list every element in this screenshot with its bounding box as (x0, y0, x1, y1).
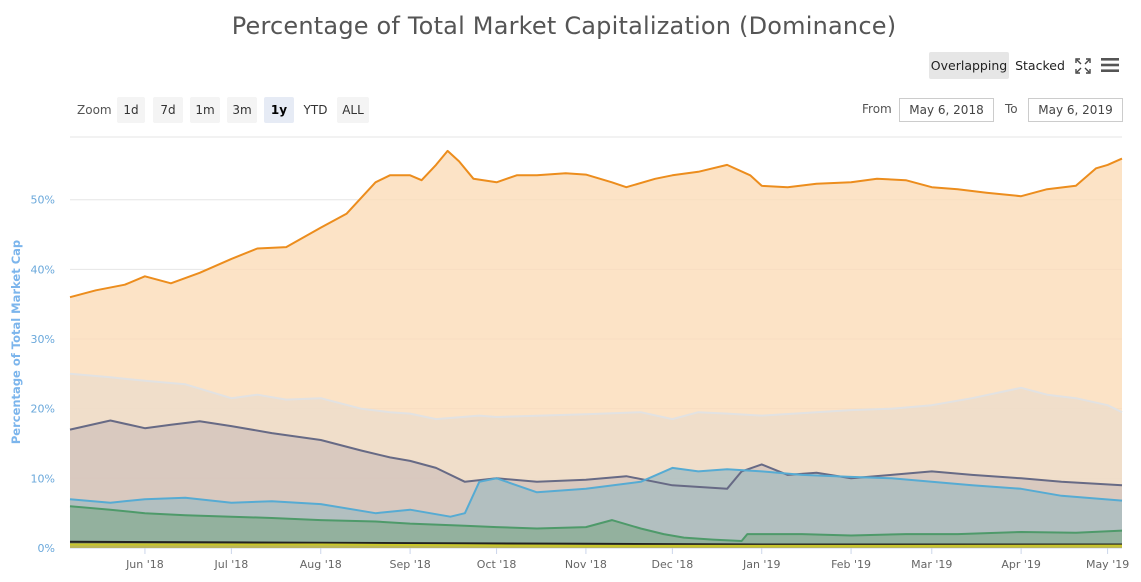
x-tick-label: Sep '18 (389, 558, 430, 571)
y-tick-label: 0% (38, 542, 55, 555)
x-tick-label: Aug '18 (300, 558, 342, 571)
x-tick-label: Oct '18 (477, 558, 517, 571)
stacked-toggle[interactable]: Stacked (1015, 58, 1065, 73)
series-area-4 (70, 506, 1122, 548)
overlapping-toggle[interactable]: Overlapping (929, 52, 1009, 79)
y-tick-label: 30% (31, 333, 55, 346)
to-label: To (1005, 102, 1018, 116)
zoom-3m-button[interactable]: 3m (227, 97, 257, 123)
from-label: From (862, 102, 892, 116)
series-line-5 (69, 540, 1122, 546)
series-line-4 (69, 505, 1123, 542)
x-tick-label: Feb '19 (831, 558, 871, 571)
zoom-all-button[interactable]: ALL (337, 97, 369, 123)
series-line-3 (69, 466, 1123, 518)
series-line-1 (69, 372, 1123, 421)
x-tick-label: Jul '18 (214, 558, 249, 571)
series-line-0 (69, 149, 1123, 299)
zoom-1m-button[interactable]: 1m (190, 97, 220, 123)
x-tick-label: Jun '18 (125, 558, 164, 571)
zoom-7d-button[interactable]: 7d (153, 97, 183, 123)
fullscreen-icon[interactable] (1074, 57, 1092, 75)
zoom-1d-button[interactable]: 1d (117, 97, 145, 123)
y-tick-label: 50% (31, 194, 55, 207)
hamburger-menu-icon[interactable] (1100, 57, 1120, 73)
x-tick-label: Dec '18 (651, 558, 693, 571)
x-tick-label: Jan '19 (742, 558, 780, 571)
zoom-1y-button[interactable]: 1y (264, 97, 294, 123)
series-line-2 (69, 419, 1123, 490)
zoom-label: Zoom (77, 103, 112, 117)
chart-title: Percentage of Total Market Capitalizatio… (231, 12, 897, 40)
x-tick-label: May '19 (1086, 558, 1129, 571)
zoom-ytd-button[interactable]: YTD (299, 97, 332, 123)
x-tick-label: Nov '18 (565, 558, 607, 571)
y-tick-label: 20% (31, 403, 55, 416)
to-date-input[interactable]: May 6, 2019 (1028, 98, 1123, 122)
x-tick-label: Apr '19 (1001, 558, 1041, 571)
from-date-input[interactable]: May 6, 2018 (899, 98, 994, 122)
series-line-6 (70, 543, 1123, 547)
y-tick-label: 40% (31, 263, 55, 276)
y-tick-label: 10% (31, 472, 55, 485)
y-axis-label: Percentage of Total Market Cap (9, 240, 23, 444)
x-tick-label: Mar '19 (911, 558, 952, 571)
